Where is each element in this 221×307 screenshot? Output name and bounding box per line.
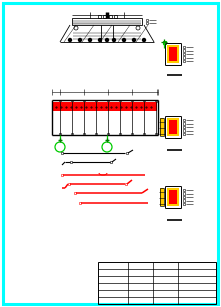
Bar <box>79 202 81 204</box>
Bar <box>183 133 185 135</box>
Bar <box>183 49 185 52</box>
Bar <box>107 100 109 102</box>
Bar <box>160 188 164 206</box>
Bar <box>114 14 116 17</box>
Bar <box>59 133 61 135</box>
Bar <box>83 100 85 102</box>
Bar <box>95 133 97 135</box>
Circle shape <box>112 38 116 41</box>
Bar <box>143 133 145 135</box>
Circle shape <box>99 38 101 41</box>
Bar <box>68 183 70 185</box>
Bar <box>71 133 73 135</box>
Bar <box>53 102 157 111</box>
Circle shape <box>122 38 126 41</box>
Circle shape <box>69 38 72 41</box>
Bar <box>119 100 121 102</box>
Circle shape <box>133 38 135 41</box>
Bar <box>155 133 157 135</box>
Circle shape <box>143 38 145 41</box>
Bar <box>183 53 185 55</box>
Bar <box>183 189 185 191</box>
Bar <box>143 100 145 102</box>
Bar <box>183 60 185 62</box>
Bar <box>183 192 185 195</box>
Circle shape <box>74 26 78 30</box>
Bar <box>74 192 76 194</box>
Bar <box>169 190 177 204</box>
Bar <box>167 45 179 63</box>
Bar <box>183 56 185 59</box>
Circle shape <box>88 38 91 41</box>
Bar <box>95 100 97 102</box>
Bar <box>61 174 63 176</box>
Bar <box>131 133 133 135</box>
Bar <box>183 119 185 121</box>
Bar <box>169 120 177 134</box>
Bar <box>169 47 177 61</box>
Bar <box>162 41 166 44</box>
Bar <box>109 14 112 17</box>
Circle shape <box>102 142 112 152</box>
Bar <box>167 188 179 206</box>
Bar <box>83 133 85 135</box>
Bar <box>167 118 179 136</box>
Circle shape <box>78 38 82 41</box>
Bar <box>160 118 164 136</box>
Bar <box>110 161 112 163</box>
Bar <box>59 100 61 102</box>
Circle shape <box>55 142 65 152</box>
Bar <box>183 122 185 125</box>
Bar <box>72 18 142 25</box>
Bar <box>71 100 73 102</box>
Bar <box>98 262 216 304</box>
Bar <box>146 22 148 24</box>
Bar <box>183 203 185 205</box>
Circle shape <box>105 38 109 41</box>
Bar <box>70 161 72 163</box>
Bar <box>131 100 133 102</box>
Bar <box>183 126 185 128</box>
Circle shape <box>136 26 140 30</box>
Bar <box>183 129 185 132</box>
Bar <box>119 133 121 135</box>
Bar <box>107 133 109 135</box>
Bar <box>183 199 185 202</box>
Bar <box>183 196 185 198</box>
Bar <box>61 152 63 154</box>
Bar <box>155 100 157 102</box>
Bar <box>97 14 101 17</box>
Bar <box>103 14 105 17</box>
Bar <box>146 19 148 21</box>
Bar <box>125 183 127 185</box>
Bar <box>126 152 128 154</box>
Bar <box>183 46 185 48</box>
